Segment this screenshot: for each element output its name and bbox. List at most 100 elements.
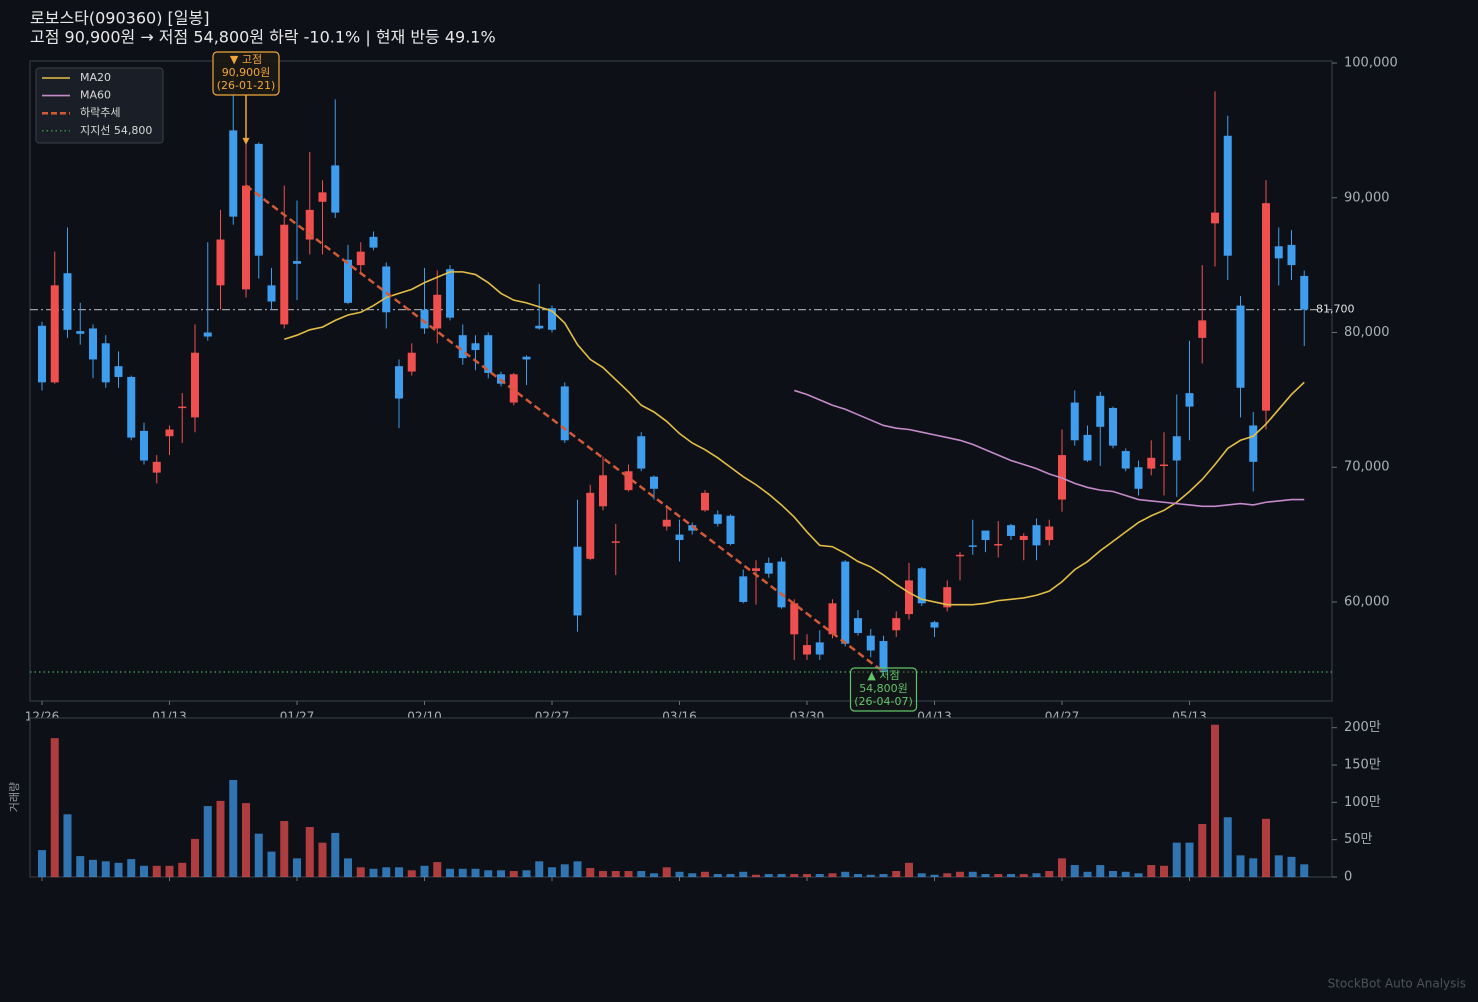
- candle-body: [484, 335, 493, 373]
- candle-body: [101, 343, 110, 383]
- candle-body: [356, 251, 365, 266]
- volume-bar: [701, 871, 709, 877]
- volume-bar: [688, 873, 697, 877]
- volume-bar: [841, 871, 850, 877]
- candle-body: [548, 308, 556, 330]
- y-tick-label: 200만: [1344, 720, 1381, 735]
- volume-bar: [1007, 874, 1015, 877]
- volume-panel: [29, 717, 1333, 878]
- volume-bar: [803, 874, 811, 877]
- volume-bar: [560, 864, 569, 877]
- candle-body: [688, 525, 697, 531]
- volume-bar: [777, 874, 786, 877]
- ma-line: [284, 271, 1305, 606]
- volume-bar: [407, 870, 416, 877]
- candle-body: [956, 554, 964, 557]
- candle-body: [433, 294, 442, 329]
- volume-bar: [203, 806, 212, 877]
- legend-label: 하락추세: [80, 105, 120, 119]
- candle-body: [242, 185, 250, 290]
- candle-body: [599, 475, 607, 507]
- price-plot: 60,000 70,000 80,000 90,000 100,000 81,700 ▼ 고…: [30, 51, 1398, 712]
- volume-bar: [1058, 858, 1066, 877]
- candle-body: [165, 429, 174, 437]
- y-tick-label: 60,000: [1344, 594, 1390, 609]
- candle-body: [280, 224, 289, 325]
- annotation-text: (26-04-07): [854, 695, 913, 708]
- candle-body: [739, 576, 748, 602]
- volume-bar: [191, 838, 199, 877]
- candle-body: [1287, 244, 1296, 266]
- volume-bar: [38, 850, 46, 877]
- volume-bar: [446, 868, 454, 877]
- candle-body: [1198, 320, 1207, 338]
- candle-body: [586, 492, 595, 559]
- annotation-text: 90,900원: [222, 66, 271, 79]
- volume-bar: [178, 862, 187, 877]
- price-panel: [29, 60, 1333, 702]
- candle-body: [1083, 434, 1092, 461]
- candle-body: [1249, 425, 1258, 462]
- candle-body: [63, 273, 72, 330]
- volume-bar: [89, 859, 97, 877]
- volume-bar: [1032, 873, 1041, 877]
- candle-body: [152, 461, 161, 473]
- volume-bar: [369, 868, 378, 877]
- volume-bar: [611, 871, 620, 877]
- legend-label: 지지선 54,800: [80, 124, 152, 137]
- volume-label: 거래량: [8, 782, 21, 812]
- volume-bar: [1211, 724, 1219, 877]
- candle-body: [752, 568, 760, 571]
- candle-body: [203, 332, 212, 337]
- candle-body: [764, 562, 773, 574]
- candle-body: [777, 561, 786, 608]
- volume-bar: [1249, 858, 1258, 877]
- volume-bar: [165, 865, 174, 877]
- candle-body: [1045, 526, 1054, 540]
- volume-bar: [318, 842, 327, 877]
- candle-body: [701, 492, 709, 511]
- candle-body: [1096, 395, 1105, 427]
- volume-bar: [305, 826, 314, 877]
- volume-bar: [395, 867, 403, 877]
- volume-bar: [1109, 871, 1117, 877]
- candle-body: [611, 541, 620, 543]
- volume-bar: [586, 868, 595, 877]
- volume-bar: [63, 814, 72, 877]
- volume-bar: [1172, 842, 1181, 877]
- candle-body: [1223, 135, 1232, 256]
- candle-body: [662, 519, 671, 527]
- volume-bar: [344, 858, 352, 877]
- volume-bar: [509, 871, 518, 877]
- candle-body: [140, 430, 148, 461]
- candle-body: [854, 618, 862, 633]
- candle-body: [1262, 203, 1270, 411]
- volume-bar: [293, 858, 301, 877]
- candle-body: [178, 406, 187, 409]
- volume-bar: [752, 874, 760, 877]
- volume-bar: [637, 871, 646, 877]
- candle-body: [1172, 436, 1181, 461]
- candle-body: [318, 192, 327, 202]
- candle-body: [968, 545, 977, 547]
- volume-bar: [1300, 864, 1309, 877]
- volume-bar: [650, 873, 658, 877]
- candle-body: [395, 366, 403, 399]
- current-price-label: 81,700: [1316, 303, 1355, 316]
- candle-body: [1134, 467, 1143, 489]
- volume-bar: [905, 862, 913, 877]
- volume-bar: [828, 873, 837, 877]
- annotation-text: 54,800원: [859, 682, 908, 695]
- volume-bar: [739, 871, 748, 877]
- volume-bar: [127, 859, 136, 877]
- candle-body: [127, 376, 136, 438]
- candle-body: [892, 618, 901, 631]
- volume-bar: [140, 865, 148, 877]
- candle-body: [573, 546, 582, 616]
- candle-body: [1032, 525, 1041, 546]
- volume-bar: [1160, 865, 1168, 877]
- candle-body: [1019, 535, 1028, 540]
- volume-bar: [981, 874, 990, 877]
